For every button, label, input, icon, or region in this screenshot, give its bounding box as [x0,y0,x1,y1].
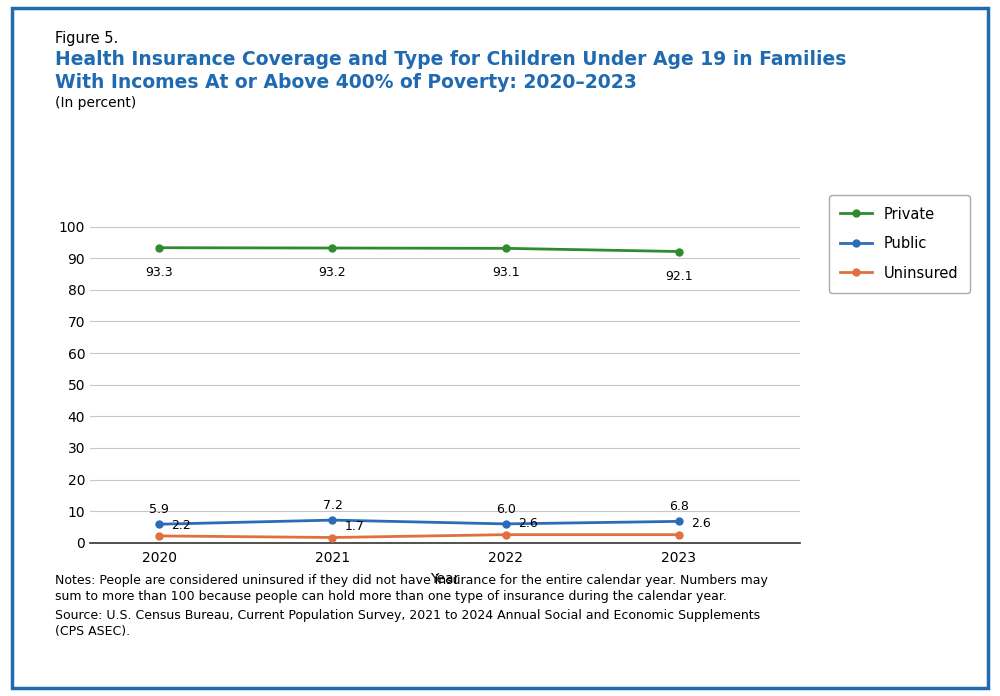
Text: sum to more than 100 because people can hold more than one type of insurance dur: sum to more than 100 because people can … [55,590,727,603]
Text: (In percent): (In percent) [55,96,136,110]
Text: Source: U.S. Census Bureau, Current Population Survey, 2021 to 2024 Annual Socia: Source: U.S. Census Bureau, Current Popu… [55,609,760,622]
Text: 93.3: 93.3 [145,266,173,279]
Text: 6.8: 6.8 [669,500,689,513]
Legend: Private, Public, Uninsured: Private, Public, Uninsured [829,195,970,293]
Text: 1.7: 1.7 [345,521,365,533]
X-axis label: Year: Year [430,572,460,586]
Text: 2.6: 2.6 [691,518,711,530]
Text: Notes: People are considered uninsured if they did not have insurance for the en: Notes: People are considered uninsured i… [55,574,768,587]
Text: (CPS ASEC).: (CPS ASEC). [55,625,130,638]
Text: 93.1: 93.1 [492,267,519,279]
Text: Figure 5.: Figure 5. [55,31,118,47]
Text: 2.6: 2.6 [518,518,538,530]
Text: With Incomes At or Above 400% of Poverty: 2020–2023: With Incomes At or Above 400% of Poverty… [55,73,637,92]
Text: 2.2: 2.2 [172,519,191,532]
Text: Health Insurance Coverage and Type for Children Under Age 19 in Families: Health Insurance Coverage and Type for C… [55,50,846,69]
Text: 92.1: 92.1 [665,269,693,283]
Text: 7.2: 7.2 [323,499,342,512]
Text: 5.9: 5.9 [149,503,169,516]
Text: 6.0: 6.0 [496,503,516,516]
Text: 93.2: 93.2 [319,266,346,279]
